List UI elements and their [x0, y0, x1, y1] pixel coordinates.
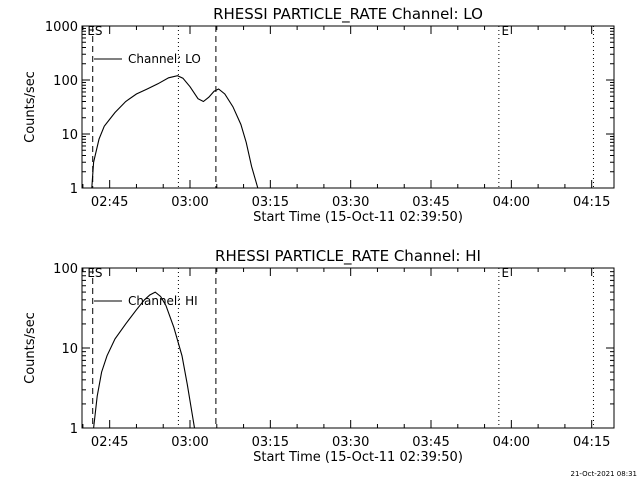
x-axis-label: Start Time (15-Oct-11 02:39:50)	[253, 450, 463, 465]
y-tick-label: 10	[61, 128, 78, 143]
annotation-label: E	[502, 24, 510, 38]
x-tick-label: 03:30	[332, 195, 369, 210]
y-axis-label: Counts/sec	[23, 71, 38, 143]
y-tick-label: 1	[70, 422, 78, 437]
annotation-label: ES	[87, 266, 102, 280]
annotation-label: E	[502, 266, 510, 280]
x-tick-label: 03:00	[171, 435, 208, 450]
footer-timestamp: 21-Oct-2021 08:31	[571, 470, 637, 478]
plot-frame	[81, 25, 615, 189]
x-tick-label: 04:15	[573, 195, 610, 210]
series-line	[93, 291, 196, 429]
x-tick-label: 03:30	[332, 435, 369, 450]
chart-title: RHESSI PARTICLE_RATE Channel: HI	[215, 247, 481, 266]
x-tick-label: 04:00	[493, 435, 530, 450]
x-tick-label: 03:00	[171, 195, 208, 210]
y-tick-label: 1	[70, 182, 78, 197]
y-axis-label: Counts/sec	[23, 312, 38, 384]
x-tick-label: 03:15	[252, 195, 289, 210]
y-tick-label: 10	[61, 342, 78, 357]
x-tick-label: 04:15	[573, 435, 610, 450]
x-axis-label: Start Time (15-Oct-11 02:39:50)	[253, 210, 463, 225]
chart-panel-lo: RHESSI PARTICLE_RATE Channel: LO 1 10 100 10…	[23, 5, 615, 225]
x-tick-label: 03:15	[252, 435, 289, 450]
y-tick-label: 100	[53, 262, 78, 277]
x-tick-label: 02:45	[91, 195, 128, 210]
y-tick-label: 1000	[45, 20, 78, 35]
chart-panel-hi: RHESSI PARTICLE_RATE Channel: HI 1 10 100 02…	[23, 247, 615, 465]
x-tick-label: 02:45	[91, 435, 128, 450]
chart-title: RHESSI PARTICLE_RATE Channel: LO	[213, 5, 483, 24]
legend-label: Channel: LO	[128, 52, 201, 66]
x-tick-label: 03:45	[412, 195, 449, 210]
x-tick-label: 03:45	[412, 435, 449, 450]
series-line	[91, 75, 259, 189]
annotation-label: ES	[87, 24, 102, 38]
y-tick-label: 100	[53, 74, 78, 89]
plot-frame	[81, 267, 615, 429]
x-tick-label: 04:00	[493, 195, 530, 210]
